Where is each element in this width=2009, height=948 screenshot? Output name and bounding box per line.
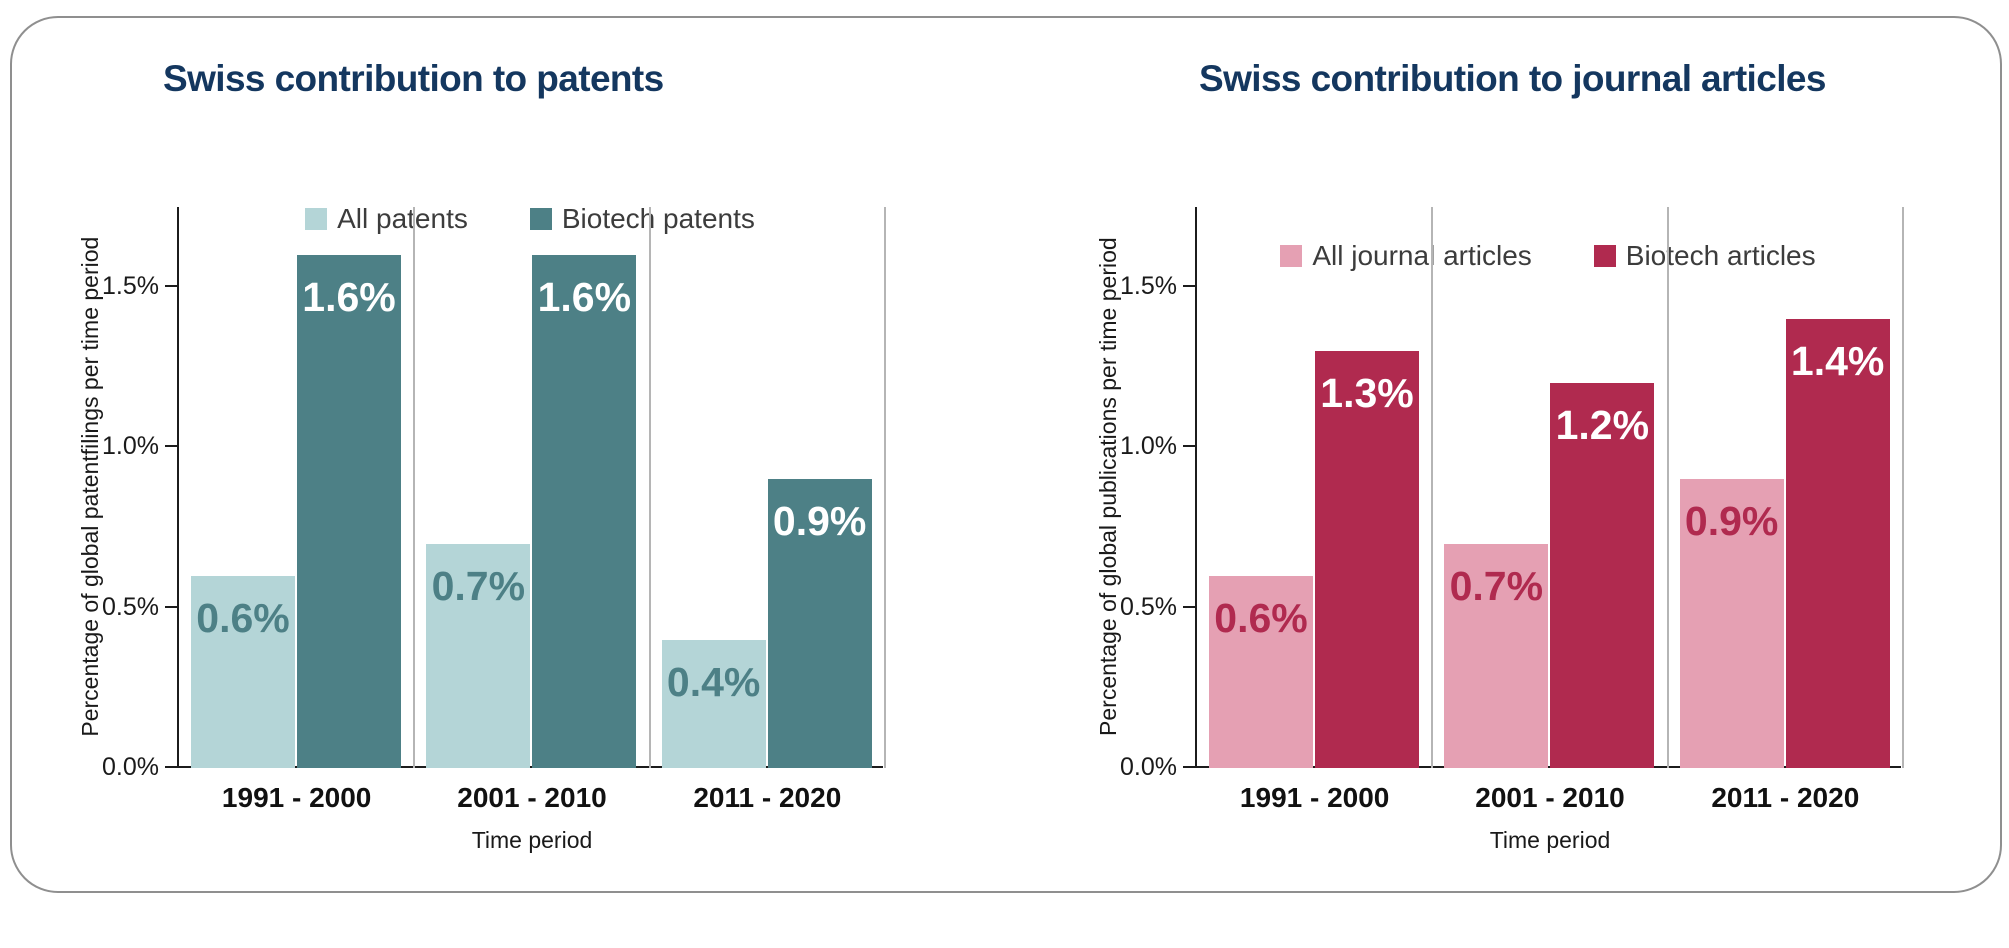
x-category-label: 2011 - 2020	[1711, 782, 1860, 813]
plot-area: 0.0% 0.5% 1.0% 1.5% Percentage of global pub…	[1094, 207, 1904, 853]
bar-biotech	[532, 255, 637, 768]
legend: All patents Biotech patents	[177, 203, 883, 235]
group-separator	[648, 207, 651, 768]
legend-swatch-icon	[305, 208, 328, 230]
bar-all	[1209, 575, 1313, 768]
bar-biotech	[297, 255, 401, 768]
bar-value-label: 0.9%	[772, 498, 867, 545]
legend-label: All journal articles	[1312, 240, 1532, 271]
x-axis-title: Time period	[471, 827, 593, 853]
bar-biotech	[1550, 383, 1655, 768]
group-separator	[413, 207, 416, 768]
legend-item-1: Biotech articles	[1593, 240, 1816, 272]
y-tick-mark	[1183, 605, 1196, 608]
y-tick-label: 1.0%	[102, 432, 159, 461]
legend-item-0: All journal articles	[1280, 240, 1532, 272]
chart-title-journal-articles: Swiss contribution to journal articles	[1199, 58, 1826, 99]
bar-value-label: 1.6%	[537, 274, 632, 321]
bar-all	[1679, 479, 1784, 768]
chart-title-patents: Swiss contribution to patents	[163, 58, 664, 99]
y-tick-mark	[165, 605, 178, 608]
x-category-label: 1991 - 2000	[221, 782, 372, 813]
bar-all	[426, 543, 531, 768]
bar-biotech	[1785, 319, 1890, 768]
group-separator	[884, 207, 886, 768]
x-category-label: 2001 - 2010	[1475, 782, 1625, 813]
legend: All journal articles Biotech articles	[1195, 240, 1901, 272]
y-tick-mark	[165, 766, 178, 768]
bar-value-label: 0.9%	[1684, 498, 1779, 545]
y-tick-label: 0.0%	[102, 753, 159, 781]
bar-value-label: 0.6%	[1214, 594, 1308, 641]
y-tick-mark	[1183, 766, 1196, 768]
bar-all	[1444, 543, 1549, 768]
group-separator	[1666, 207, 1669, 768]
plot-area: 0.0% 0.5% 1.0% 1.5% Percentage of global pat…	[76, 207, 886, 853]
y-tick-label: 1.5%	[1120, 272, 1177, 301]
legend-label: Biotech patents	[561, 203, 755, 234]
legend-swatch-icon	[1593, 245, 1616, 267]
legend-swatch-icon	[529, 208, 552, 230]
bar-value-label: 1.6%	[302, 274, 396, 321]
y-tick-mark	[165, 285, 178, 288]
y-tick-label: 1.5%	[102, 272, 159, 301]
y-tick-label: 0.5%	[102, 592, 159, 621]
bar-value-label: 0.7%	[1449, 562, 1544, 609]
group-separator	[1431, 207, 1434, 768]
bar-value-label: 0.4%	[666, 658, 761, 705]
legend-label: Biotech articles	[1625, 240, 1816, 271]
chart-journal-articles: Swiss contribution to journal articles A…	[1018, 0, 2009, 948]
x-category-label: 2001 - 2010	[457, 782, 607, 813]
x-category-label: 2011 - 2020	[693, 782, 842, 813]
x-axis-title: Time period	[1489, 827, 1611, 853]
group-separator	[1902, 207, 1904, 768]
bar-all	[661, 639, 766, 768]
legend-swatch-icon	[1280, 245, 1303, 267]
legend-item-1: Biotech patents	[529, 203, 755, 235]
y-tick-mark	[165, 445, 178, 448]
x-category-label: 1991 - 2000	[1239, 782, 1390, 813]
y-tick-label: 1.0%	[1120, 432, 1177, 461]
bar-value-label: 0.6%	[196, 594, 290, 641]
chart-patents: Swiss contribution to patents All patent…	[0, 0, 1004, 948]
bar-all	[191, 575, 295, 768]
bar-value-label: 1.4%	[1790, 338, 1885, 385]
legend-item-0: All patents	[305, 203, 468, 235]
y-axis-title: Percentage of global publications per ti…	[1094, 236, 1121, 736]
legend-label: All patents	[337, 203, 468, 234]
bar-value-label: 0.7%	[431, 562, 526, 609]
y-tick-label: 0.5%	[1120, 592, 1177, 621]
bar-biotech	[767, 479, 872, 768]
y-tick-mark	[1183, 445, 1196, 448]
y-tick-mark	[1183, 285, 1196, 288]
y-tick-label: 0.0%	[1120, 753, 1177, 781]
bar-value-label: 1.2%	[1555, 402, 1650, 449]
bar-value-label: 1.3%	[1320, 370, 1414, 417]
y-axis-title: Percentage of global patentfilings per t…	[76, 236, 103, 737]
bar-biotech	[1315, 351, 1419, 768]
